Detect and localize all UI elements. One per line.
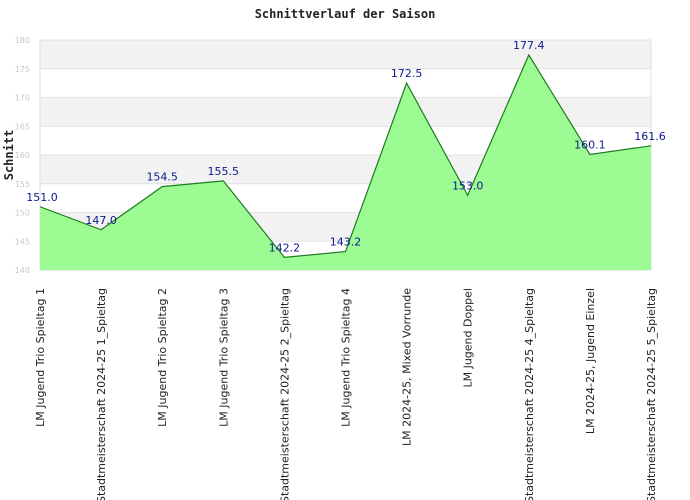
data-label: 143.2	[330, 236, 362, 249]
x-tick-label: LM 2024-25, Mixed Vorrunde	[401, 288, 414, 446]
x-tick-label: LM Jugend Trio Spieltag 3	[217, 288, 230, 427]
chart-title: Schnittverlauf der Saison	[255, 7, 436, 21]
data-label: 151.0	[26, 191, 58, 204]
data-labels: 151.0 147.0 154.5 155.5 142.2 143.2 172.5 153.0…	[26, 39, 666, 254]
x-tick-label: LM Jugend Trio Spieltag 1	[34, 288, 47, 427]
x-tick-label: Stadtmeisterschaft 2024-25 2_Spieltag	[278, 288, 291, 500]
x-tick-label: Stadtmeisterschaft 2024-25 1_Spieltag	[95, 288, 108, 500]
y-ticks: 140 145 150 155 160 165 170 175 180	[15, 36, 30, 275]
grid-band	[40, 40, 651, 69]
x-tick-label: Stadtmeisterschaft 2024-25 4_Spieltag	[523, 288, 536, 500]
series-line	[39, 53, 652, 258]
x-ticks: LM Jugend Trio Spieltag 1 Stadtmeistersch…	[34, 288, 658, 500]
x-tick-label: LM 2024-25, Jugend Einzel	[584, 288, 597, 434]
y-tick-label: 175	[15, 65, 30, 74]
y-axis-label: Schnitt	[2, 130, 16, 181]
data-label: 153.0	[452, 179, 484, 192]
x-tick-label: LM Jugend Trio Spieltag 2	[156, 288, 169, 427]
y-tick-label: 165	[15, 122, 30, 131]
data-label: 161.6	[634, 130, 666, 143]
data-label: 154.5	[146, 171, 178, 184]
data-label: 172.5	[391, 67, 423, 80]
data-label: 147.0	[85, 214, 117, 227]
data-label: 142.2	[269, 241, 301, 254]
grid-band	[40, 68, 651, 98]
x-tick-label: Stadtmeisterschaft 2024-25 5_Spieltag	[645, 288, 658, 500]
y-tick-label: 180	[15, 36, 30, 45]
y-tick-label: 155	[15, 180, 30, 189]
area-layer	[39, 53, 652, 271]
y-tick-label: 170	[15, 94, 30, 103]
data-label: 177.4	[513, 39, 545, 52]
x-tick-label: LM Jugend Trio Spieltag 4	[340, 288, 353, 427]
x-tick-label: LM Jugend Doppel	[462, 288, 475, 388]
data-label: 155.5	[208, 165, 240, 178]
y-tick-label: 140	[15, 266, 30, 275]
data-label: 160.1	[574, 138, 606, 151]
y-tick-label: 145	[15, 237, 30, 246]
y-tick-label: 150	[15, 209, 30, 218]
y-tick-label: 160	[15, 151, 30, 160]
series-area	[40, 54, 651, 271]
